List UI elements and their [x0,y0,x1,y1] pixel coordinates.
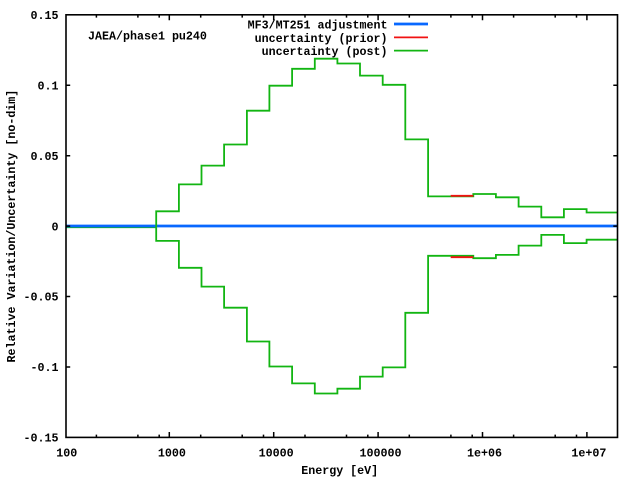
svg-text:1e+07: 1e+07 [571,447,606,461]
svg-text:-0.15: -0.15 [24,432,59,446]
svg-text:-0.05: -0.05 [24,291,59,305]
svg-text:10000: 10000 [259,447,294,461]
svg-text:Relative Variation/Uncertainty: Relative Variation/Uncertainty [no-dim] [5,90,19,363]
svg-text:100: 100 [56,447,77,461]
svg-text:Energy [eV]: Energy [eV] [301,464,378,478]
svg-text:uncertainty (post): uncertainty (post) [262,45,388,59]
svg-text:1000: 1000 [158,447,186,461]
svg-text:1e+06: 1e+06 [467,447,502,461]
svg-text:0.15: 0.15 [31,9,59,23]
svg-text:JAEA/phase1 pu240: JAEA/phase1 pu240 [88,30,207,44]
svg-text:100000: 100000 [360,447,402,461]
svg-text:0.1: 0.1 [38,79,59,93]
svg-text:0: 0 [52,220,59,234]
svg-text:0.05: 0.05 [31,150,59,164]
svg-text:-0.1: -0.1 [31,361,59,375]
svg-text:MF3/MT251 adjustment: MF3/MT251 adjustment [248,19,388,33]
svg-text:uncertainty (prior): uncertainty (prior) [255,32,388,46]
